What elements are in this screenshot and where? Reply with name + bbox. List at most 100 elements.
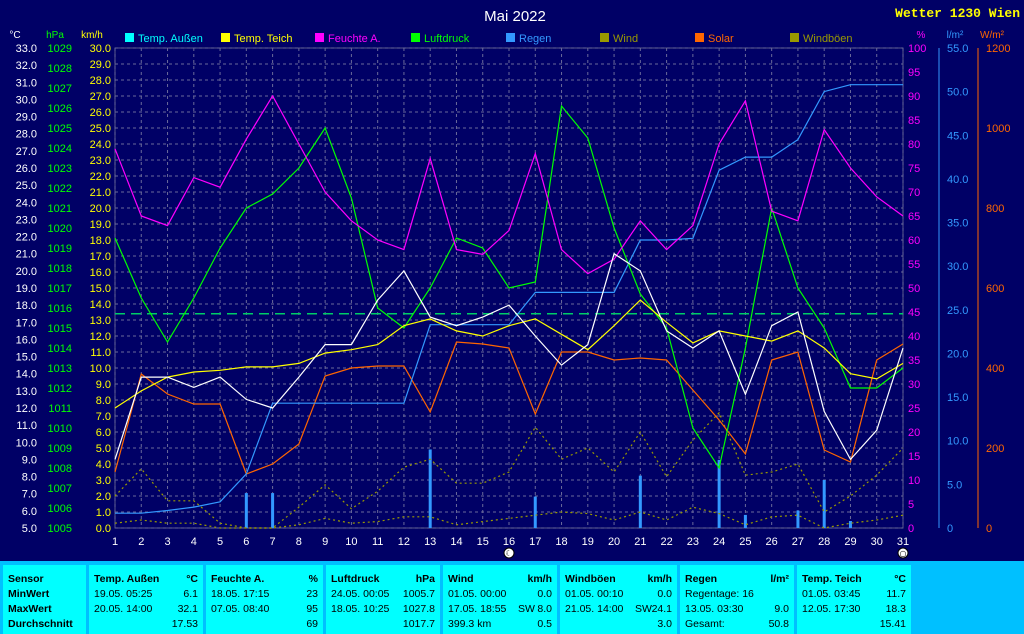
y-tick-label-pressure: 1025: [48, 123, 72, 135]
y-tick-label-wind: 25.0: [90, 123, 111, 135]
y-tick-label-pressure: 1015: [48, 323, 72, 335]
y-tick-label-temp-outer: 29.0: [16, 112, 37, 124]
y-tick-label-temp-outer: 18.0: [16, 300, 37, 312]
legend-label: Regen: [519, 33, 551, 45]
y-tick-label-pressure: 1005: [48, 523, 72, 535]
y-tick-label-rain: 5.0: [947, 479, 962, 491]
x-tick-label: 27: [792, 536, 804, 548]
y-tick-label-solar: 200: [986, 443, 1004, 455]
y-tick-label-pressure: 1018: [48, 263, 72, 275]
y-tick-label-pressure: 1020: [48, 223, 72, 235]
y-tick-label-rain: 25.0: [947, 305, 968, 317]
y-tick-label-pressure: 1014: [48, 343, 72, 355]
stats-humidity-min-value: 23: [306, 588, 318, 600]
stats-pressure-avg: 1017.7: [402, 618, 435, 630]
stats-temp-min-time: 19.05. 05:25: [94, 588, 153, 600]
axis-unit-temp: °C: [9, 30, 20, 41]
legend-swatch: [221, 33, 230, 42]
y-tick-label-wind: 20.0: [90, 203, 111, 215]
rain-bar: [796, 510, 800, 528]
rain-bar: [271, 493, 275, 528]
y-tick-label-pressure: 1009: [48, 443, 72, 455]
x-tick-label: 19: [582, 536, 594, 548]
y-tick-label-pressure: 1011: [48, 403, 72, 415]
y-tick-label-humidity: 15: [908, 451, 920, 463]
rain-bars: [244, 449, 852, 528]
y-tick-label-temp-outer: 27.0: [16, 146, 37, 158]
axis-unit-wind: km/h: [81, 30, 103, 41]
y-tick-label-pressure: 1007: [48, 483, 72, 495]
y-tick-label-solar: 1200: [986, 43, 1010, 55]
y-tick-label-temp-outer: 25.0: [16, 180, 37, 192]
stats-humidity-max-value: 95: [306, 603, 318, 615]
y-tick-label-humidity: 20: [908, 427, 920, 439]
y-tick-label-temp-outer: 10.0: [16, 437, 37, 449]
x-tick-label: 10: [345, 536, 357, 548]
y-tick-label-humidity: 35: [908, 355, 920, 367]
stats-humidity-title: Feuchte A.: [211, 573, 265, 585]
y-tick-label-humidity: 90: [908, 91, 920, 103]
y-tick-label-wind: 11.0: [90, 347, 111, 359]
x-tick-label: 7: [270, 536, 276, 548]
stats-pressure-unit: hPa: [415, 573, 435, 585]
y-tick-label-wind: 6.0: [96, 427, 111, 439]
y-axes: 5.0 6.0 7.0 8.0 9.0 10.0 11.0 12.0 13.0 14.0 15.0 1…: [16, 43, 1011, 535]
y-tick-label-humidity: 75: [908, 163, 920, 175]
legend-label: Temp. Teich: [234, 33, 293, 45]
stats-humidity-max-time: 07.05. 08:40: [211, 603, 270, 615]
stats-gusts-title: Windböen: [565, 573, 616, 585]
stats-sensor-label: Sensor: [8, 573, 44, 585]
y-tick-label-wind: 4.0: [96, 459, 111, 471]
y-tick-label-temp-outer: 14.0: [16, 369, 37, 381]
stats-pond-max-time: 12.05. 17:30: [802, 603, 861, 615]
stats-rain-max-time: 13.05. 03:30: [685, 603, 744, 615]
y-tick-label-solar: 600: [986, 283, 1004, 295]
moon-phase-symbol: ☾: [505, 549, 512, 558]
legend-item: Temp. Außen: [125, 33, 203, 45]
y-tick-label-pressure: 1026: [48, 103, 72, 115]
y-tick-label-rain: 20.0: [947, 348, 968, 360]
stats-pond-unit: °C: [894, 573, 906, 585]
legend-swatch: [125, 33, 134, 42]
stats-rain-unit: l/m²: [770, 573, 789, 585]
legend-item: Regen: [506, 33, 551, 45]
y-tick-label-wind: 23.0: [90, 155, 111, 167]
legend-swatch: [695, 33, 704, 42]
y-tick-label-temp-outer: 17.0: [16, 317, 37, 329]
y-tick-label-rain: 45.0: [947, 130, 968, 142]
y-tick-label-temp-outer: 21.0: [16, 249, 37, 261]
y-tick-label-temp-outer: 28.0: [16, 129, 37, 141]
legend-swatch: [600, 33, 609, 42]
y-tick-label-humidity: 0: [908, 523, 914, 535]
y-tick-label-wind: 9.0: [96, 379, 111, 391]
stats-avg-label: Durchschnitt: [8, 618, 73, 630]
x-tick-label: 28: [818, 536, 830, 548]
x-tick-label: 25: [739, 536, 751, 548]
stats-labels-column: Sensor MinWert MaxWert Durchschnitt: [3, 565, 86, 634]
y-tick-label-pressure: 1024: [48, 143, 72, 155]
stats-pond-min-time: 01.05. 03:45: [802, 588, 861, 600]
y-tick-label-wind: 24.0: [90, 139, 111, 151]
y-tick-label-solar: 800: [986, 203, 1004, 215]
y-tick-label-humidity: 45: [908, 307, 920, 319]
x-tick-label: 21: [634, 536, 646, 548]
y-tick-label-humidity: 40: [908, 331, 920, 343]
y-tick-label-temp-outer: 11.0: [16, 420, 37, 432]
legend-item: Temp. Teich: [221, 33, 293, 45]
x-tick-label: 1: [112, 536, 118, 548]
y-tick-label-temp-outer: 8.0: [22, 472, 37, 484]
series-line-luftdruck: [114, 104, 904, 470]
x-tick-label: 22: [660, 536, 672, 548]
x-tick-label: 4: [191, 536, 197, 548]
stats-temp-unit: °C: [186, 573, 198, 585]
stats-rain-days: Regentage: 16: [685, 588, 754, 600]
x-tick-label: 29: [844, 536, 856, 548]
stats-wind-min-time: 01.05. 00:00: [448, 588, 507, 600]
y-tick-label-wind: 16.0: [90, 267, 111, 279]
series-line-temp-außen: [114, 252, 904, 461]
series-line-wind: [114, 506, 904, 529]
y-tick-label-solar: 400: [986, 363, 1004, 375]
y-tick-label-pressure: 1028: [48, 63, 72, 75]
y-tick-label-pressure: 1029: [48, 43, 72, 55]
stats-temp-title: Temp. Außen: [94, 573, 160, 585]
